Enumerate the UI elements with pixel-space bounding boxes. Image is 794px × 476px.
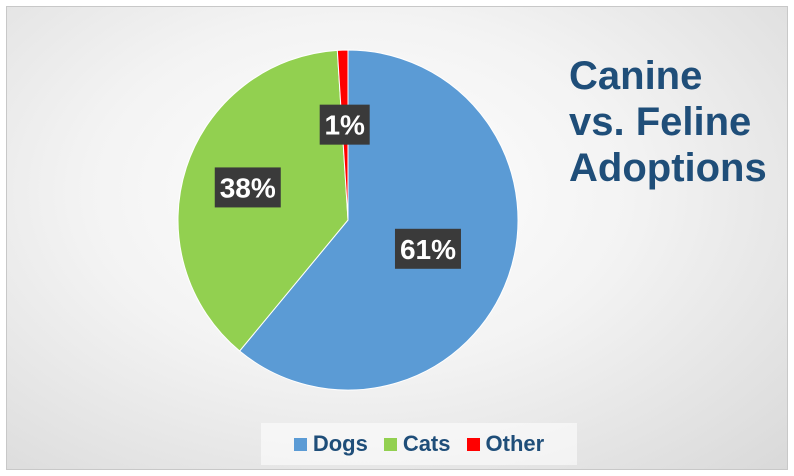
chart-title: Canine vs. Feline Adoptions	[569, 53, 789, 191]
legend: Dogs Cats Other	[261, 423, 577, 465]
legend-swatch-other	[466, 437, 480, 451]
data-label-other: 1%	[319, 104, 370, 145]
legend-label-other: Other	[485, 431, 545, 456]
data-label-box-other	[319, 104, 370, 145]
data-label-dogs: 61%	[394, 228, 461, 269]
legend-swatch-cats	[383, 437, 397, 451]
data-label-cats: 38%	[214, 167, 281, 208]
legend-label-dogs: Dogs	[312, 431, 368, 456]
chart-title-line-3: Adoptions	[569, 146, 767, 190]
legend-swatch-dogs	[293, 437, 307, 451]
legend-item-other: Other	[466, 431, 545, 457]
chart-title-line-1: Canine	[569, 54, 703, 98]
pie-slice-dogs	[238, 49, 519, 391]
chart-title-line-2: vs. Feline	[569, 100, 752, 144]
data-label-box-cats	[214, 167, 281, 208]
pie-chart: 61% 38% 1%	[177, 49, 519, 391]
data-label-box-dogs	[394, 228, 461, 269]
data-label-text-other: 1%	[324, 110, 365, 141]
legend-item-dogs: Dogs	[293, 431, 368, 457]
chart-area: Canine vs. Feline Adoptions 61% 38% 1% Dog…	[6, 6, 788, 470]
data-label-text-dogs: 61%	[400, 234, 456, 265]
legend-label-cats: Cats	[402, 431, 451, 456]
data-label-text-cats: 38%	[220, 172, 276, 203]
legend-item-cats: Cats	[383, 431, 451, 457]
